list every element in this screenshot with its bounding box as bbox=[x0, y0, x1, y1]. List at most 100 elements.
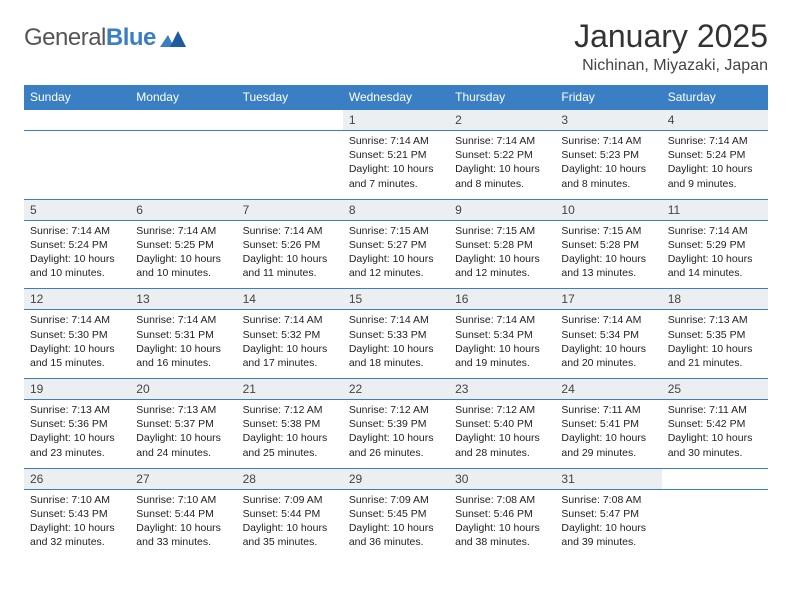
day-number-cell: 22 bbox=[343, 379, 449, 400]
day-number-cell: 2 bbox=[449, 110, 555, 131]
location: Nichinan, Miyazaki, Japan bbox=[574, 57, 768, 75]
day-number: 29 bbox=[343, 469, 449, 489]
day-details: Sunrise: 7:14 AMSunset: 5:34 PMDaylight:… bbox=[555, 310, 661, 378]
day-number: 10 bbox=[555, 200, 661, 220]
day-detail-cell: Sunrise: 7:14 AMSunset: 5:32 PMDaylight:… bbox=[237, 310, 343, 379]
day-detail-cell: Sunrise: 7:11 AMSunset: 5:42 PMDaylight:… bbox=[662, 400, 768, 469]
day-number-cell: 5 bbox=[24, 199, 130, 220]
day-detail-cell: Sunrise: 7:11 AMSunset: 5:41 PMDaylight:… bbox=[555, 400, 661, 469]
day-number-cell: 10 bbox=[555, 199, 661, 220]
day-detail-cell: Sunrise: 7:15 AMSunset: 5:28 PMDaylight:… bbox=[449, 220, 555, 289]
day-number: 26 bbox=[24, 469, 130, 489]
day-detail-cell: Sunrise: 7:14 AMSunset: 5:31 PMDaylight:… bbox=[130, 310, 236, 379]
day-number: 30 bbox=[449, 469, 555, 489]
day-detail-cell: Sunrise: 7:14 AMSunset: 5:30 PMDaylight:… bbox=[24, 310, 130, 379]
day-details: Sunrise: 7:14 AMSunset: 5:23 PMDaylight:… bbox=[555, 131, 661, 199]
day-details: Sunrise: 7:13 AMSunset: 5:35 PMDaylight:… bbox=[662, 310, 768, 378]
header: GeneralBlue January 2025 Nichinan, Miyaz… bbox=[24, 18, 768, 75]
day-number-cell: 23 bbox=[449, 379, 555, 400]
day-details: Sunrise: 7:12 AMSunset: 5:39 PMDaylight:… bbox=[343, 400, 449, 468]
weekday-header: Wednesday bbox=[343, 85, 449, 110]
day-detail-cell: Sunrise: 7:14 AMSunset: 5:33 PMDaylight:… bbox=[343, 310, 449, 379]
weekday-header: Thursday bbox=[449, 85, 555, 110]
day-number: 27 bbox=[130, 469, 236, 489]
day-number-cell: 13 bbox=[130, 289, 236, 310]
day-number-cell: 30 bbox=[449, 468, 555, 489]
day-number: 5 bbox=[24, 200, 130, 220]
day-number: 7 bbox=[237, 200, 343, 220]
calendar-body: 1234 Sunrise: 7:14 AMSunset: 5:21 PMDayl… bbox=[24, 110, 768, 558]
day-number-cell: 29 bbox=[343, 468, 449, 489]
day-number: 12 bbox=[24, 289, 130, 309]
day-details: Sunrise: 7:14 AMSunset: 5:24 PMDaylight:… bbox=[662, 131, 768, 199]
weekday-header: Friday bbox=[555, 85, 661, 110]
day-details: Sunrise: 7:14 AMSunset: 5:21 PMDaylight:… bbox=[343, 131, 449, 199]
day-details: Sunrise: 7:14 AMSunset: 5:22 PMDaylight:… bbox=[449, 131, 555, 199]
day-number-cell: 1 bbox=[343, 110, 449, 131]
day-detail-cell: Sunrise: 7:14 AMSunset: 5:29 PMDaylight:… bbox=[662, 220, 768, 289]
day-details: Sunrise: 7:09 AMSunset: 5:44 PMDaylight:… bbox=[237, 490, 343, 558]
day-details: Sunrise: 7:14 AMSunset: 5:29 PMDaylight:… bbox=[662, 221, 768, 289]
day-details: Sunrise: 7:10 AMSunset: 5:44 PMDaylight:… bbox=[130, 490, 236, 558]
weekday-header: Tuesday bbox=[237, 85, 343, 110]
day-detail-cell: Sunrise: 7:14 AMSunset: 5:24 PMDaylight:… bbox=[24, 220, 130, 289]
day-details: Sunrise: 7:14 AMSunset: 5:32 PMDaylight:… bbox=[237, 310, 343, 378]
day-number: 4 bbox=[662, 110, 768, 130]
day-detail-cell: Sunrise: 7:14 AMSunset: 5:34 PMDaylight:… bbox=[555, 310, 661, 379]
day-number-cell bbox=[237, 110, 343, 131]
day-detail-cell: Sunrise: 7:14 AMSunset: 5:25 PMDaylight:… bbox=[130, 220, 236, 289]
day-number: 22 bbox=[343, 379, 449, 399]
day-details: Sunrise: 7:11 AMSunset: 5:42 PMDaylight:… bbox=[662, 400, 768, 468]
day-number: 13 bbox=[130, 289, 236, 309]
title-block: January 2025 Nichinan, Miyazaki, Japan bbox=[574, 18, 768, 75]
day-number: 23 bbox=[449, 379, 555, 399]
day-details: Sunrise: 7:14 AMSunset: 5:24 PMDaylight:… bbox=[24, 221, 130, 289]
day-number-cell bbox=[662, 468, 768, 489]
day-number: 21 bbox=[237, 379, 343, 399]
day-number: 15 bbox=[343, 289, 449, 309]
day-number: 25 bbox=[662, 379, 768, 399]
day-details: Sunrise: 7:08 AMSunset: 5:46 PMDaylight:… bbox=[449, 490, 555, 558]
day-detail-cell bbox=[130, 131, 236, 200]
day-number-cell: 17 bbox=[555, 289, 661, 310]
day-detail-cell: Sunrise: 7:09 AMSunset: 5:44 PMDaylight:… bbox=[237, 489, 343, 557]
day-detail-cell: Sunrise: 7:12 AMSunset: 5:40 PMDaylight:… bbox=[449, 400, 555, 469]
weekday-header: Sunday bbox=[24, 85, 130, 110]
day-details: Sunrise: 7:14 AMSunset: 5:33 PMDaylight:… bbox=[343, 310, 449, 378]
day-number-cell: 6 bbox=[130, 199, 236, 220]
day-detail-cell: Sunrise: 7:13 AMSunset: 5:37 PMDaylight:… bbox=[130, 400, 236, 469]
calendar-header-row: SundayMondayTuesdayWednesdayThursdayFrid… bbox=[24, 85, 768, 110]
day-number: 6 bbox=[130, 200, 236, 220]
day-number-cell: 25 bbox=[662, 379, 768, 400]
day-details: Sunrise: 7:14 AMSunset: 5:26 PMDaylight:… bbox=[237, 221, 343, 289]
day-number: 14 bbox=[237, 289, 343, 309]
day-number-cell bbox=[130, 110, 236, 131]
day-detail-cell: Sunrise: 7:13 AMSunset: 5:36 PMDaylight:… bbox=[24, 400, 130, 469]
calendar-table: SundayMondayTuesdayWednesdayThursdayFrid… bbox=[24, 85, 768, 557]
day-number: 9 bbox=[449, 200, 555, 220]
day-details: Sunrise: 7:09 AMSunset: 5:45 PMDaylight:… bbox=[343, 490, 449, 558]
day-number-cell: 20 bbox=[130, 379, 236, 400]
day-details: Sunrise: 7:15 AMSunset: 5:28 PMDaylight:… bbox=[555, 221, 661, 289]
day-number: 2 bbox=[449, 110, 555, 130]
calendar-page: GeneralBlue January 2025 Nichinan, Miyaz… bbox=[0, 0, 792, 575]
day-number: 3 bbox=[555, 110, 661, 130]
day-detail-cell: Sunrise: 7:12 AMSunset: 5:38 PMDaylight:… bbox=[237, 400, 343, 469]
day-detail-cell: Sunrise: 7:14 AMSunset: 5:21 PMDaylight:… bbox=[343, 131, 449, 200]
day-number-cell: 8 bbox=[343, 199, 449, 220]
day-details: Sunrise: 7:13 AMSunset: 5:37 PMDaylight:… bbox=[130, 400, 236, 468]
day-number: 19 bbox=[24, 379, 130, 399]
day-number: 1 bbox=[343, 110, 449, 130]
logo-text: GeneralBlue bbox=[24, 24, 156, 52]
day-details: Sunrise: 7:08 AMSunset: 5:47 PMDaylight:… bbox=[555, 490, 661, 558]
logo-text-a: General bbox=[24, 24, 106, 51]
day-details: Sunrise: 7:12 AMSunset: 5:40 PMDaylight:… bbox=[449, 400, 555, 468]
day-detail-cell: Sunrise: 7:08 AMSunset: 5:47 PMDaylight:… bbox=[555, 489, 661, 557]
day-detail-cell: Sunrise: 7:10 AMSunset: 5:43 PMDaylight:… bbox=[24, 489, 130, 557]
day-number-cell: 19 bbox=[24, 379, 130, 400]
day-number-cell: 31 bbox=[555, 468, 661, 489]
day-detail-cell: Sunrise: 7:14 AMSunset: 5:23 PMDaylight:… bbox=[555, 131, 661, 200]
day-number-cell: 18 bbox=[662, 289, 768, 310]
day-number-cell: 21 bbox=[237, 379, 343, 400]
day-number-cell: 7 bbox=[237, 199, 343, 220]
